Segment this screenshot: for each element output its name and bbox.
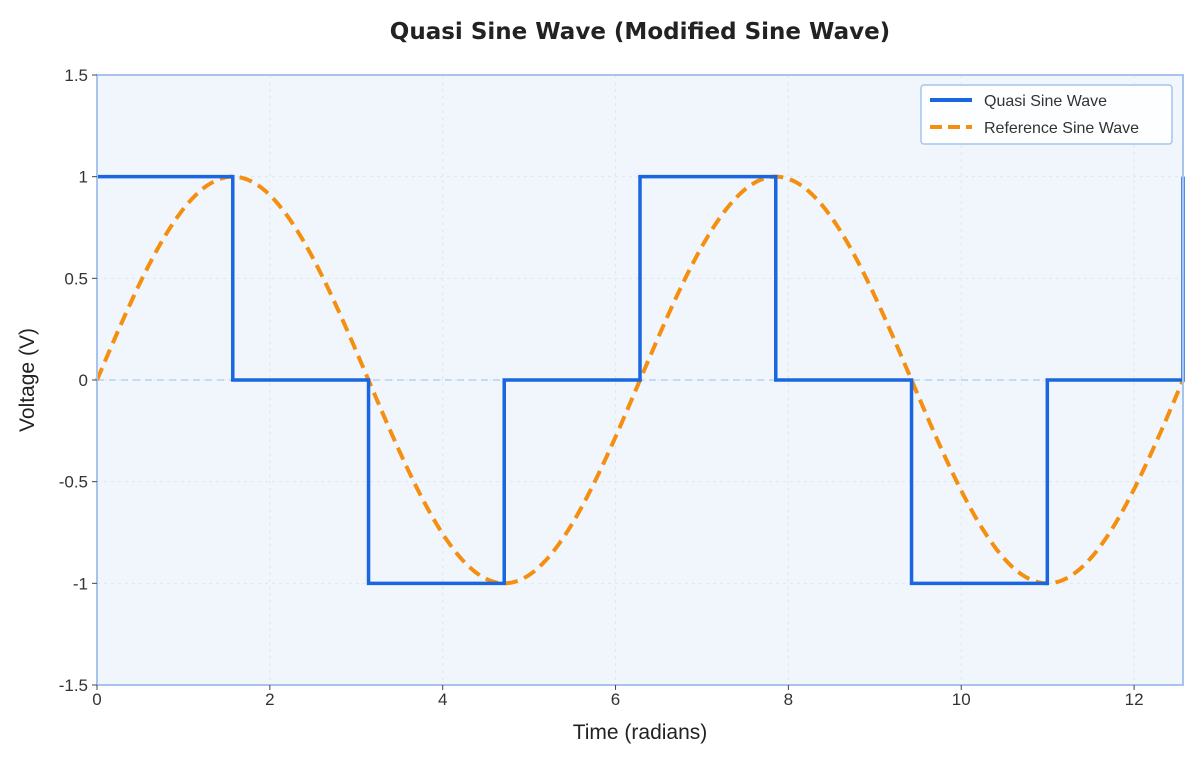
x-tick-label: 4 — [438, 690, 447, 709]
axis-ticks: 0 2 4 6 8 10 12 -1.5 -1 -0.5 0 0.5 1 1.5 — [59, 66, 1144, 709]
y-tick-label: -1 — [73, 574, 88, 593]
y-tick-label: 1.5 — [64, 66, 88, 85]
y-tick-label: -0.5 — [59, 473, 88, 492]
y-tick-label: -1.5 — [59, 676, 88, 695]
legend-label-reference-sine-wave: Reference Sine Wave — [984, 120, 1139, 137]
legend-label-quasi-sine-wave: Quasi Sine Wave — [984, 93, 1107, 110]
x-tick-label: 6 — [611, 690, 620, 709]
x-tick-label: 10 — [952, 690, 971, 709]
y-tick-label: 0.5 — [64, 269, 88, 288]
x-tick-label: 0 — [92, 690, 101, 709]
x-tick-label: 8 — [784, 690, 793, 709]
y-tick-label: 0 — [79, 371, 88, 390]
series-layer — [95, 174, 1185, 586]
x-tick-label: 2 — [265, 690, 274, 709]
y-axis-label: Voltage (V) — [16, 328, 39, 432]
x-axis-label: Time (radians) — [573, 721, 708, 744]
series-quasi-sine-wave — [97, 174, 1185, 586]
chart-title: Quasi Sine Wave (Modified Sine Wave) — [390, 19, 890, 45]
legend-box — [920, 84, 1173, 145]
legend: Quasi Sine Wave Reference Sine Wave — [920, 84, 1173, 145]
y-tick-label: 1 — [79, 168, 88, 187]
x-tick-label: 12 — [1125, 690, 1144, 709]
